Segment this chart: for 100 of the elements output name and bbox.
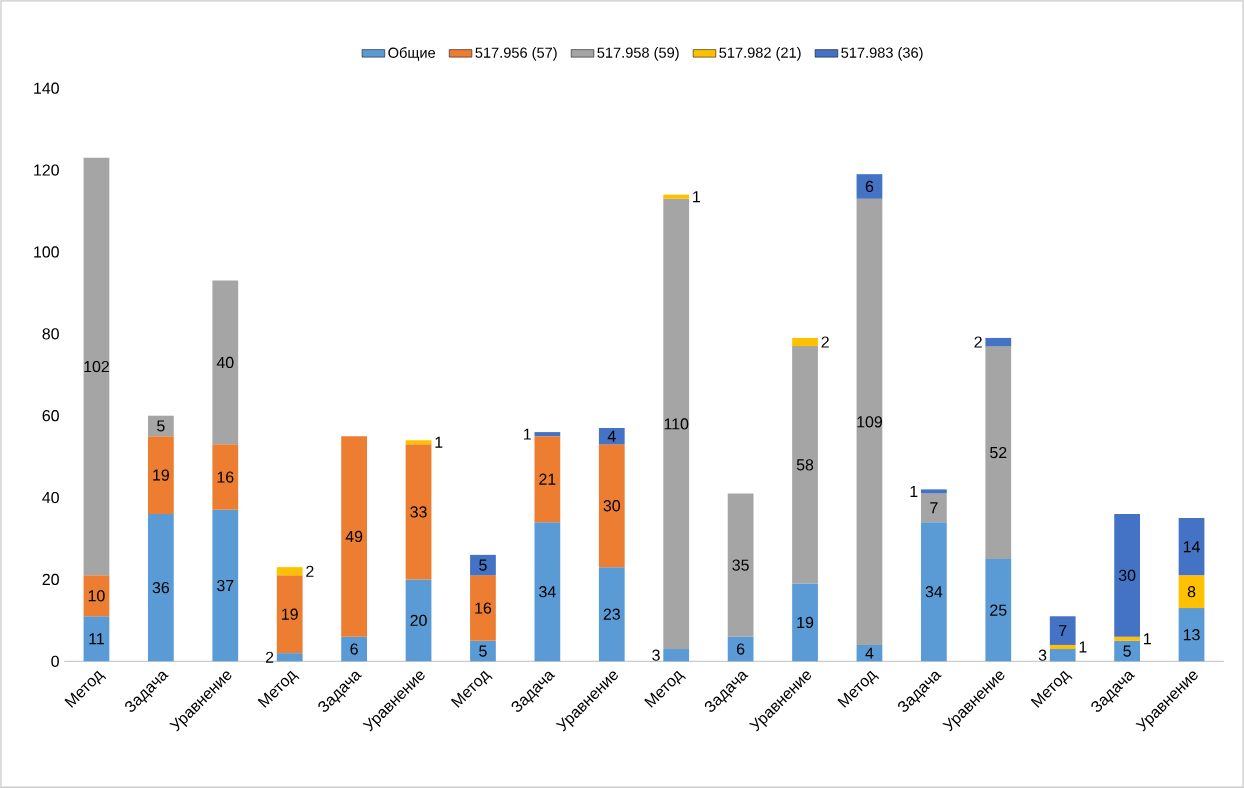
- bar: [1178, 517, 1205, 576]
- data-label: 6: [737, 643, 745, 655]
- data-label: 1: [693, 191, 701, 203]
- legend-label: 517.956 (57): [475, 47, 557, 61]
- data-label: 1: [435, 436, 443, 448]
- data-label: 1: [1079, 641, 1087, 653]
- data-label: 6: [350, 643, 358, 655]
- bar: [985, 346, 1012, 559]
- bar: [985, 558, 1012, 662]
- data-label: 7: [1059, 625, 1067, 636]
- bar: [341, 636, 367, 662]
- bar: [727, 636, 754, 662]
- data-label: 5: [1123, 645, 1131, 657]
- data-label: 52: [990, 446, 1007, 459]
- bar: [856, 198, 883, 645]
- data-label: 3: [652, 649, 660, 661]
- data-label: 2: [265, 651, 274, 663]
- y-tick-label: 120: [34, 164, 59, 176]
- data-label: 4: [607, 430, 616, 442]
- y-tick-label: 0: [51, 655, 59, 667]
- bar: [470, 554, 496, 576]
- data-label: 16: [217, 471, 234, 483]
- bar: [470, 640, 496, 662]
- legend-label: 517.958 (59): [597, 47, 679, 61]
- bar: [1178, 575, 1205, 608]
- legend-label: Общие: [388, 46, 436, 61]
- data-label: 19: [282, 608, 298, 620]
- bar: [920, 489, 947, 494]
- y-tick-label: 140: [34, 82, 59, 94]
- data-label: 2: [974, 336, 982, 348]
- data-label: 4: [865, 647, 874, 659]
- y-tick-label: 60: [42, 409, 59, 422]
- bar: [598, 427, 625, 445]
- data-label: 49: [345, 530, 363, 542]
- bar: [1049, 616, 1076, 645]
- bar: [1114, 636, 1141, 641]
- data-label: 30: [1118, 569, 1136, 581]
- data-label: 1: [523, 428, 531, 440]
- data-label: 40: [216, 356, 234, 369]
- y-tick-label: 80: [42, 328, 59, 340]
- data-label: 19: [153, 469, 169, 481]
- data-label: 20: [410, 614, 427, 626]
- y-tick-label: 40: [42, 491, 59, 504]
- data-label: 5: [157, 420, 165, 432]
- bar: [985, 337, 1012, 347]
- bar: [147, 436, 174, 514]
- bar: [534, 522, 561, 662]
- data-label: 33: [410, 506, 427, 518]
- bar: [663, 198, 690, 649]
- data-label: 2: [821, 336, 829, 348]
- data-label: 1: [910, 485, 918, 497]
- bar: [147, 513, 174, 662]
- data-label: 34: [539, 585, 556, 598]
- data-label: 58: [796, 459, 814, 471]
- bar: [663, 194, 690, 199]
- data-label: 10: [88, 590, 105, 602]
- y-tick-label: 100: [34, 246, 59, 258]
- y-tick-label: 20: [42, 573, 59, 585]
- bar: [470, 575, 496, 641]
- data-label: 1: [1144, 633, 1151, 645]
- data-label: 30: [603, 500, 621, 512]
- bar: [1049, 648, 1076, 662]
- bar: [1178, 608, 1205, 662]
- data-label: 5: [479, 559, 487, 571]
- data-label: 2: [306, 565, 314, 577]
- bar: [920, 522, 947, 662]
- bar: [405, 579, 432, 662]
- data-label: 7: [930, 502, 938, 514]
- bar: [83, 157, 110, 576]
- bar: [792, 583, 818, 662]
- bar: [147, 415, 174, 437]
- data-label: 8: [1187, 585, 1196, 598]
- data-label: 25: [990, 604, 1007, 616]
- data-label: 5: [479, 645, 487, 657]
- bar: [792, 337, 818, 347]
- data-label: 37: [217, 579, 234, 592]
- bar: [405, 440, 432, 445]
- data-label: 3: [1038, 649, 1047, 661]
- data-label: 109: [857, 416, 882, 428]
- bar: [341, 436, 367, 637]
- bar: [276, 567, 303, 576]
- data-label: 35: [732, 559, 749, 571]
- bar: [792, 346, 818, 584]
- data-label: 14: [1183, 541, 1200, 553]
- data-label: 21: [539, 473, 556, 485]
- data-label: 11: [89, 633, 104, 645]
- bar: [83, 575, 110, 617]
- data-label: 16: [475, 602, 492, 614]
- bar: [1114, 513, 1141, 637]
- bar: [598, 444, 625, 568]
- bar: [405, 444, 432, 580]
- data-label: 102: [84, 360, 109, 373]
- bar: [663, 648, 690, 662]
- data-label: 23: [603, 608, 620, 620]
- legend-label: 517.983 (36): [841, 47, 923, 61]
- bar: [212, 280, 239, 445]
- data-label: 110: [664, 418, 689, 430]
- bar: [83, 616, 110, 662]
- bar: [276, 653, 303, 662]
- bar: [212, 509, 239, 662]
